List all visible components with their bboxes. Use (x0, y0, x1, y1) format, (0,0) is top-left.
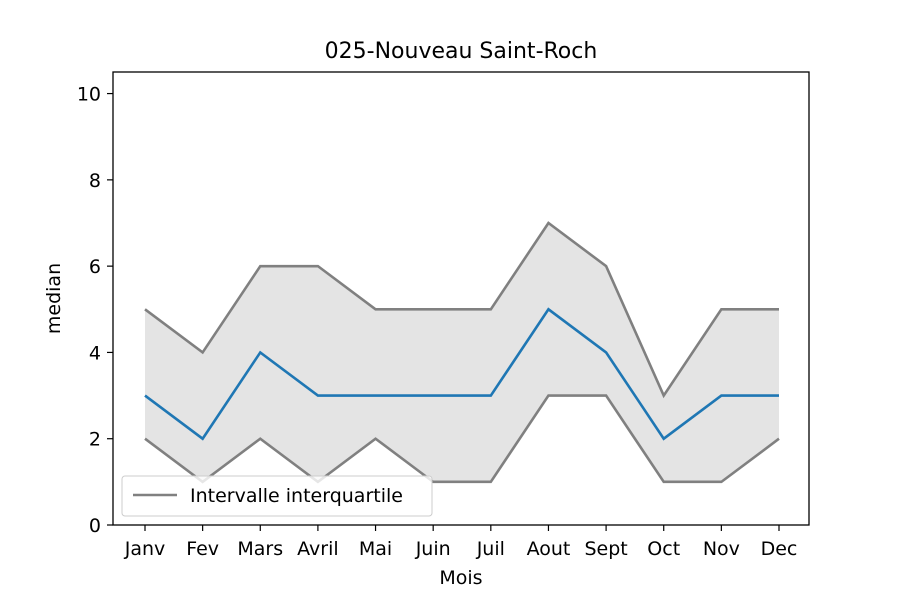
q3-line (144, 221, 779, 399)
x-tick-label: Juil (476, 538, 505, 560)
legend-label: Intervalle interquartile (190, 485, 403, 507)
y-axis-label: median (43, 263, 65, 334)
y-axis: 0 2 4 6 8 10 (77, 84, 113, 537)
y-tick-label: 6 (89, 256, 101, 278)
x-tick-label: Dec (761, 538, 798, 560)
series-layer (144, 221, 780, 484)
x-tick-label: Sept (584, 538, 627, 560)
x-tick-label: Juin (415, 538, 451, 560)
plot-frame (112, 71, 810, 526)
y-tick-label: 8 (89, 170, 101, 192)
x-tick-label: Aout (527, 538, 571, 560)
x-axis-label: Mois (439, 567, 482, 589)
x-tick-label: Avril (297, 538, 339, 560)
y-tick-label: 0 (89, 515, 101, 537)
x-tick-label: Mars (237, 538, 283, 560)
y-tick-label: 2 (89, 429, 101, 451)
y-tick-label: 4 (89, 342, 101, 364)
y-tick-label: 10 (77, 84, 101, 106)
q1-line (144, 394, 780, 484)
x-tick-label: Fev (186, 538, 219, 560)
legend-box (121, 475, 433, 517)
x-tick-label: Mai (359, 538, 392, 560)
x-tick-label: Nov (703, 538, 740, 560)
legend: Intervalle interquartile (121, 475, 433, 517)
x-axis: Janv Fev Mars Avril Mai Juin Juil Aout Sept Oct No… (124, 525, 798, 560)
median-line (144, 307, 779, 441)
x-tick-label: Oct (647, 538, 680, 560)
x-tick-label: Janv (124, 538, 166, 560)
chart-title: 025-Nouveau Saint-Roch (325, 39, 598, 64)
